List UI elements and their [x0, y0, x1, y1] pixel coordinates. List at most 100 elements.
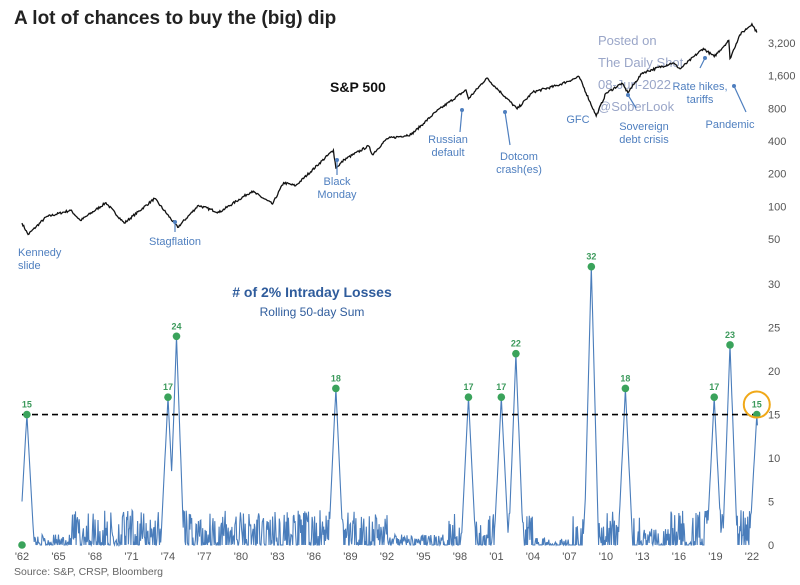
losses-x-tick: '07 [562, 551, 576, 563]
losses-y-tick: 10 [768, 453, 780, 465]
event-annotations: Kennedy slide Stagflation Black Monday Russia… [18, 56, 755, 272]
sp500-y-tick: 100 [768, 201, 786, 213]
peak-label: 17 [463, 382, 473, 392]
sp500-y-tick: 800 [768, 103, 786, 115]
chart-title: A lot of chances to buy the (big) dip [14, 8, 337, 29]
highlight-circle [742, 390, 771, 419]
peak-label: 17 [709, 382, 719, 392]
peak-markers: 15 17 24 18 17 17 22 32 18 17 23 15 [18, 252, 771, 549]
losses-x-tick: '16 [672, 551, 686, 563]
peak-label: 24 [171, 321, 181, 331]
losses-y-tick: 15 [768, 410, 780, 422]
losses-x-tick: '01 [489, 551, 503, 563]
losses-x-tick: '95 [416, 551, 430, 563]
losses-x-tick: '92 [380, 551, 394, 563]
losses-y-axis: 0 5 10 15 20 25 30 [768, 279, 780, 552]
annotation-label: Kennedy slide [18, 247, 62, 272]
losses-bars [21, 266, 758, 548]
losses-x-tick: '62 [15, 551, 29, 563]
peak-point [23, 410, 31, 419]
annotation-arrow [459, 109, 463, 133]
annotation-label: Black Monday [317, 176, 357, 201]
losses-x-tick: '74 [161, 551, 175, 563]
peak-label: 17 [163, 382, 173, 392]
sp500-title: S&P 500 [330, 79, 386, 95]
annotation: Rate hikes, tariffs [672, 56, 728, 106]
losses-x-tick: '65 [51, 551, 65, 563]
annotation: Stagflation [149, 220, 201, 248]
losses-y-tick: 5 [768, 497, 774, 509]
peak-label: 17 [496, 382, 506, 392]
watermark-line-1: Posted on [598, 33, 657, 48]
peak-label: 32 [586, 252, 596, 262]
annotation: Kennedy slide [18, 247, 62, 272]
peak-point [587, 262, 596, 271]
sp500-y-tick: 200 [768, 169, 786, 181]
annotation-arrow [733, 85, 747, 113]
peak-point [172, 332, 181, 341]
peak-label: 18 [620, 373, 630, 383]
annotation-label: Dotcom crash(es) [496, 151, 542, 176]
losses-subtitle: Rolling 50-day Sum [260, 305, 365, 319]
losses-x-tick: '89 [343, 551, 357, 563]
peak-label: 15 [22, 400, 32, 410]
sp500-y-axis: 50 100 200 400 800 1,600 3,200 [768, 38, 796, 246]
peak-point [621, 384, 630, 393]
annotation: Dotcom crash(es) [496, 110, 542, 176]
losses-series [21, 266, 758, 548]
losses-x-tick: '19 [708, 551, 722, 563]
annotation-arrow [627, 94, 637, 109]
losses-x-tick: '13 [635, 551, 649, 563]
losses-x-tick: '68 [88, 551, 102, 563]
annotation-label: Sovereign debt crisis [619, 121, 669, 146]
peak-point [164, 393, 172, 401]
sp500-y-tick: 3,200 [768, 38, 796, 50]
losses-x-tick: '22 [745, 551, 759, 563]
peak-point [18, 541, 26, 549]
peak-label: 18 [331, 373, 341, 383]
losses-x-tick: '10 [599, 551, 613, 563]
annotation-label: GFC [566, 114, 589, 126]
losses-y-tick: 20 [768, 366, 780, 378]
peak-point [464, 393, 473, 401]
sp500-panel: S&P 500 50 100 200 400 800 1,600 3,200 Kennedy… [18, 22, 796, 272]
annotation: Sovereign debt crisis [619, 93, 669, 146]
losses-panel: # of 2% Intraday Losses Rolling 50-day S… [15, 252, 780, 563]
peak-label: 23 [725, 330, 735, 340]
source-note: Source: S&P, CRSP, Bloomberg [14, 566, 164, 578]
losses-x-tick: '71 [124, 551, 138, 563]
losses-x-tick: '86 [307, 551, 321, 563]
losses-y-tick: 25 [768, 323, 780, 335]
peak-point [332, 384, 340, 393]
peak-point [710, 393, 719, 401]
annotation: GFC [566, 114, 589, 126]
watermark-line-4: @SoberLook [598, 99, 675, 114]
losses-x-tick: '77 [197, 551, 211, 563]
peak-label: 22 [511, 339, 521, 349]
annotation-arrow [504, 111, 511, 146]
annotation: Russian default [428, 108, 468, 159]
losses-x-tick: '83 [270, 551, 284, 563]
peak-label: 15 [752, 400, 762, 410]
losses-title: # of 2% Intraday Losses [232, 284, 392, 300]
peak-point [497, 393, 506, 401]
peak-point [512, 349, 520, 358]
annotation-label: Pandemic [706, 119, 755, 131]
sp500-line [21, 22, 758, 236]
sp500-y-tick: 50 [768, 234, 780, 246]
peak-point [726, 341, 734, 349]
sp500-y-tick: 1,600 [768, 71, 796, 83]
annotation: Pandemic [706, 84, 755, 131]
annotation-label: Stagflation [149, 236, 201, 248]
annotation: Black Monday [317, 158, 357, 201]
losses-x-tick: '04 [526, 551, 540, 563]
losses-x-axis: '62 '65 '68 '71 '74 '77 '80 '83 '86 '89 '92 '95 '98 '… [15, 551, 759, 563]
sp500-y-tick: 400 [768, 136, 786, 148]
losses-x-tick: '80 [234, 551, 248, 563]
losses-y-tick: 30 [768, 279, 780, 291]
annotation-label: Rate hikes, tariffs [672, 81, 727, 106]
annotation-label: Russian default [428, 134, 468, 159]
losses-x-tick: '98 [453, 551, 467, 563]
losses-y-tick: 0 [768, 540, 774, 552]
